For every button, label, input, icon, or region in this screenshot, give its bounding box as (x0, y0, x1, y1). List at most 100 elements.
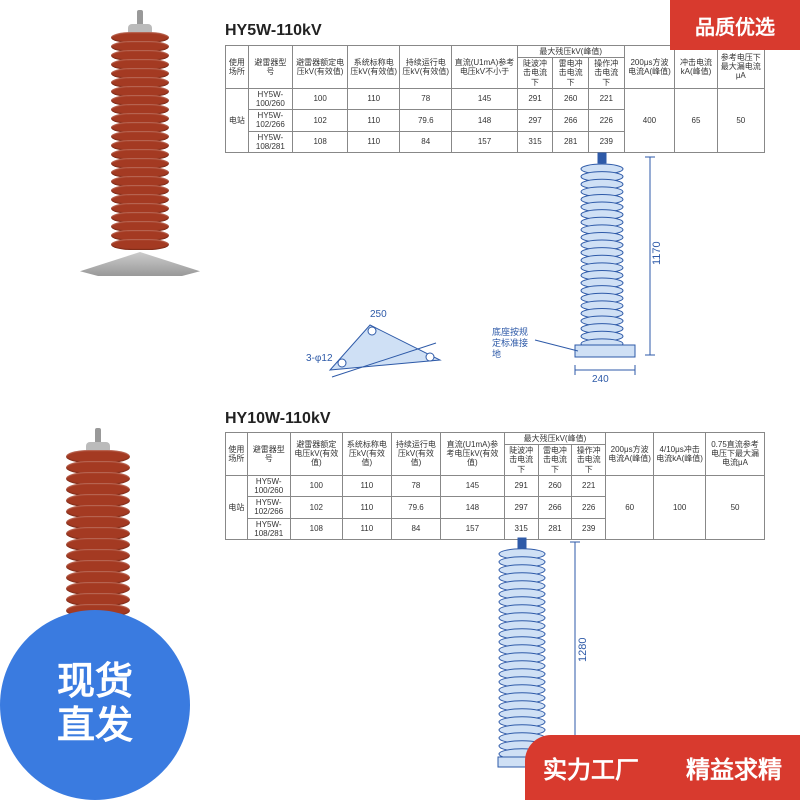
page-root: HY5W-110kV 使用场所避雷器型号避雷器额定电压kV(有效值)系统标称电压… (0, 0, 800, 800)
cell: 79.6 (391, 497, 440, 518)
col-header: 0.75直流参考电压下最大漏电流μA (706, 433, 765, 476)
cell: 291 (517, 88, 553, 109)
col-header: 最大残压kV(峰值) (504, 433, 605, 445)
cell: 110 (348, 88, 400, 109)
table-row: 电站HY5W-100/26010011078145291260221601005… (226, 475, 765, 496)
col-header: 4/10μs冲击电流kA(峰值) (654, 433, 706, 476)
cell: 102 (290, 497, 342, 518)
cell: 78 (391, 475, 440, 496)
cell: 110 (342, 518, 391, 539)
badge-factory: 实力工厂 精益求精 (525, 735, 800, 800)
cell: 110 (348, 110, 400, 131)
cell: 79.6 (400, 110, 452, 131)
cell: 297 (504, 497, 538, 518)
col-header: 使用场所 (226, 433, 248, 476)
cell: 148 (452, 110, 517, 131)
cell: 110 (342, 497, 391, 518)
cell: 108 (290, 518, 342, 539)
cell: HY5W-100/260 (248, 88, 292, 109)
col-header: 直流(U1mA)参考电压kV(有效值) (440, 433, 504, 476)
cell: 145 (452, 88, 517, 109)
col-header: 参考电压下最大漏电流μA (717, 46, 764, 89)
cell: 148 (440, 497, 504, 518)
badge-instock: 现货 直发 (0, 610, 190, 800)
col-header: 冲击电流kA(峰值) (675, 46, 717, 89)
col-header: 最大残压kV(峰值) (517, 46, 624, 58)
spec-table: 使用场所避雷器型号避雷器额定电压kV(有效值)系统标称电压kV(有效值)持续运行… (225, 432, 765, 540)
col-header: 使用场所 (226, 46, 249, 89)
dim-height-label: 1170 (651, 241, 663, 265)
cell: 291 (504, 475, 538, 496)
col-subheader: 陡波冲击电流下 (504, 445, 538, 476)
table-row: 电站HY5W-100/26010011078145291260221400655… (226, 88, 765, 109)
dim-base-width: 240 (592, 374, 609, 385)
cell: 226 (572, 497, 606, 518)
cell: HY5W-108/281 (248, 131, 292, 152)
col-subheader: 操作冲击电流下 (588, 58, 624, 89)
cell: 50 (706, 475, 765, 539)
arrester-sheds (111, 34, 169, 250)
drawing-note-l3: 地 (492, 348, 501, 359)
cell: 297 (517, 110, 553, 131)
cell: 100 (290, 475, 342, 496)
col-header: 避雷器型号 (248, 46, 292, 89)
spec-table: 使用场所避雷器型号避雷器额定电压kV(有效值)系统标称电压kV(有效值)持续运行… (225, 45, 765, 153)
cell: 260 (553, 88, 589, 109)
section-title: HY10W-110kV (225, 410, 331, 428)
cell: HY5W-100/260 (247, 475, 290, 496)
base-plate (80, 252, 200, 276)
arrester-photo (80, 10, 200, 276)
dimension-drawing: 1170 240 250 3-φ (300, 145, 720, 385)
terminal-icon (137, 10, 143, 24)
badge-text: 现货 直发 (57, 661, 133, 748)
label: 实力工厂 (543, 750, 639, 785)
cell: 65 (675, 88, 717, 152)
col-header: 避雷器额定电压kV(有效值) (293, 46, 348, 89)
label: 精益求精 (686, 750, 782, 785)
drawing-note-l1: 底座按规 (492, 326, 528, 337)
cell: 226 (588, 110, 624, 131)
cell: HY5W-102/266 (248, 110, 292, 131)
section-title: HY5W-110kV (225, 22, 322, 40)
drawing-svg: 1170 240 250 3-φ (300, 145, 720, 385)
cell: 266 (538, 497, 572, 518)
cell: HY5W-102/266 (247, 497, 290, 518)
cell: HY5W-108/281 (247, 518, 290, 539)
terminal-icon (95, 428, 101, 442)
shed (111, 239, 169, 250)
label: 直发 (57, 705, 133, 749)
col-subheader: 雷电冲击电流下 (538, 445, 572, 476)
badge-quality: 品质优选 (670, 0, 800, 50)
label: 现货 (57, 661, 133, 705)
cell: 100 (293, 88, 348, 109)
col-subheader: 雷电冲击电流下 (553, 58, 589, 89)
cell: 100 (654, 475, 706, 539)
cell: 电站 (226, 88, 249, 152)
col-header: 避雷器型号 (247, 433, 290, 476)
col-header: 200μs方波电流A(峰值) (606, 433, 654, 476)
dim-bolt-circle: 250 (370, 309, 387, 320)
col-header: 直流(U1mA)参考电压kV不小于 (452, 46, 517, 89)
cell: 78 (400, 88, 452, 109)
cell: 221 (588, 88, 624, 109)
section-hy5w: HY5W-110kV 使用场所避雷器型号避雷器额定电压kV(有效值)系统标称电压… (0, 10, 800, 410)
dim-hole: 3-φ12 (306, 353, 333, 364)
dim-height-label: 1280 (577, 638, 589, 662)
col-header: 系统标称电压kV(有效值) (342, 433, 391, 476)
col-header: 避雷器额定电压kV(有效值) (290, 433, 342, 476)
cell: 400 (624, 88, 675, 152)
cell: 60 (606, 475, 654, 539)
col-header: 持续运行电压kV(有效值) (400, 46, 452, 89)
col-subheader: 操作冲击电流下 (572, 445, 606, 476)
cell: 50 (717, 88, 764, 152)
cell: 221 (572, 475, 606, 496)
drawing-note-l2: 定标准接 (492, 337, 528, 348)
cell: 102 (293, 110, 348, 131)
cell: 110 (342, 475, 391, 496)
cell: 260 (538, 475, 572, 496)
col-header: 200μs方波电流A(峰值) (624, 46, 675, 89)
col-header: 持续运行电压kV(有效值) (391, 433, 440, 476)
cell: 266 (553, 110, 589, 131)
cell: 145 (440, 475, 504, 496)
col-header: 系统标称电压kV(有效值) (348, 46, 400, 89)
